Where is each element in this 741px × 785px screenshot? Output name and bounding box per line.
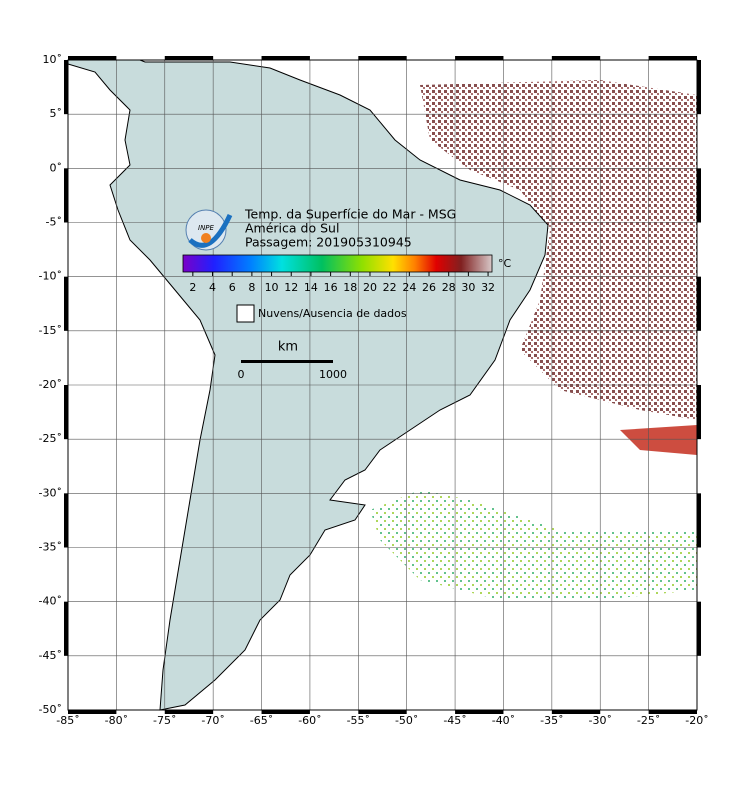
frame-segment xyxy=(697,168,701,223)
logo-sun xyxy=(201,233,211,243)
graticule: -85˚ -80˚ -75˚ -70˚ -65˚ -60˚ -55˚ -50˚ -45˚ -40˚… xyxy=(39,53,709,727)
lon-tick-label: -25˚ xyxy=(637,714,660,727)
lat-tick-label: -45˚ xyxy=(39,649,62,662)
frame-segment xyxy=(358,56,407,60)
scale-bar xyxy=(241,360,333,363)
frame-segment xyxy=(551,56,601,60)
colorbar-tick-label: 18 xyxy=(343,281,357,294)
colorbar-tick-label: 20 xyxy=(363,281,377,294)
frame-segment xyxy=(455,56,504,60)
colorbar-unit: °C xyxy=(498,257,512,270)
colorbar-tick-label: 30 xyxy=(461,281,475,294)
colorbar-tick-label: 10 xyxy=(265,281,279,294)
lon-tick-label: -70˚ xyxy=(201,714,224,727)
frame-segment xyxy=(455,710,504,714)
colorbar-ticks: 2 4 6 8 10 12 14 16 18 20 22 24 26 28 30 32 xyxy=(189,272,495,294)
colorbar-tick-label: 28 xyxy=(442,281,456,294)
colorbar-tick-label: 22 xyxy=(383,281,397,294)
sst-warm-region xyxy=(420,80,697,420)
lon-tick-label: -55˚ xyxy=(347,714,370,727)
lon-tick-label: -20˚ xyxy=(685,714,708,727)
lat-tick-label: 0˚ xyxy=(50,161,63,174)
lat-tick-label: -5˚ xyxy=(46,216,62,229)
scale-unit: km xyxy=(278,340,298,355)
frame-segment xyxy=(64,60,68,115)
frame-segment xyxy=(164,56,214,60)
title-line: Temp. da Superfície do Mar - MSG xyxy=(244,207,456,222)
colorbar-tick-label: 6 xyxy=(229,281,236,294)
lat-tick-label: -15˚ xyxy=(39,324,62,337)
frame-segment xyxy=(358,710,407,714)
colorbar-tick-label: 26 xyxy=(422,281,436,294)
frame-segment xyxy=(68,710,117,714)
colorbar-tick-label: 32 xyxy=(481,281,495,294)
frame-segment xyxy=(697,385,701,440)
lat-tick-label: -10˚ xyxy=(39,270,62,283)
lon-tick-label: -30˚ xyxy=(588,714,611,727)
lat-tick-label: 10˚ xyxy=(43,53,63,66)
frame-segment xyxy=(551,710,601,714)
lat-tick-label: -25˚ xyxy=(39,432,62,445)
frame-segment xyxy=(64,276,68,331)
lon-tick-label: -50˚ xyxy=(395,714,418,727)
lon-tick-label: -60˚ xyxy=(298,714,321,727)
lon-tick-label: -75˚ xyxy=(153,714,176,727)
frame-segment xyxy=(64,493,68,548)
colorbar-tick-label: 8 xyxy=(248,281,255,294)
lat-tick-label: -35˚ xyxy=(39,541,62,554)
scale-end: 1000 xyxy=(319,368,347,381)
lat-tick-label: 5˚ xyxy=(50,107,63,120)
frame-segment xyxy=(64,168,68,223)
lat-tick-label: -20˚ xyxy=(39,378,62,391)
scale-start: 0 xyxy=(238,368,245,381)
colorbar-tick-label: 2 xyxy=(189,281,196,294)
colorbar-tick-label: 24 xyxy=(402,281,416,294)
map-frame xyxy=(67,59,698,711)
frame-segment xyxy=(64,385,68,440)
frame-segment xyxy=(261,56,310,60)
lon-tick-label: -35˚ xyxy=(540,714,563,727)
frame-segment xyxy=(697,60,701,115)
legend-swatch xyxy=(236,304,255,323)
title-line: Passagem: 201905310945 xyxy=(245,235,412,250)
colorbar-tick-label: 14 xyxy=(304,281,318,294)
colorbar-tick-label: 16 xyxy=(324,281,338,294)
frame-segment xyxy=(697,493,701,548)
frame-segment xyxy=(164,710,214,714)
legend-label: Nuvens/Ausencia de dados xyxy=(258,307,407,320)
frame-segment xyxy=(68,56,117,60)
sst-region xyxy=(620,425,697,455)
lon-tick-label: -65˚ xyxy=(250,714,273,727)
title-line: América do Sul xyxy=(245,221,339,236)
sst-cool-region xyxy=(370,490,697,600)
logo-text: INPE xyxy=(198,224,215,232)
lon-tick-label: -85˚ xyxy=(56,714,79,727)
frame-segment xyxy=(648,710,697,714)
logo-arrow xyxy=(188,213,233,248)
frame-segment xyxy=(697,276,701,331)
lon-tick-label: -45˚ xyxy=(443,714,466,727)
frame-segment xyxy=(697,601,701,656)
colorbar-tick-label: 4 xyxy=(209,281,216,294)
colorbar xyxy=(182,254,493,273)
lat-tick-label: -30˚ xyxy=(39,486,62,499)
frame-segment xyxy=(648,56,697,60)
frame-segment xyxy=(261,710,310,714)
lon-tick-label: -40˚ xyxy=(492,714,515,727)
lat-tick-label: -40˚ xyxy=(39,595,62,608)
lat-tick-label: -50˚ xyxy=(39,703,62,716)
lon-tick-label: -80˚ xyxy=(105,714,128,727)
frame-segment xyxy=(64,601,68,656)
colorbar-tick-label: 12 xyxy=(284,281,298,294)
